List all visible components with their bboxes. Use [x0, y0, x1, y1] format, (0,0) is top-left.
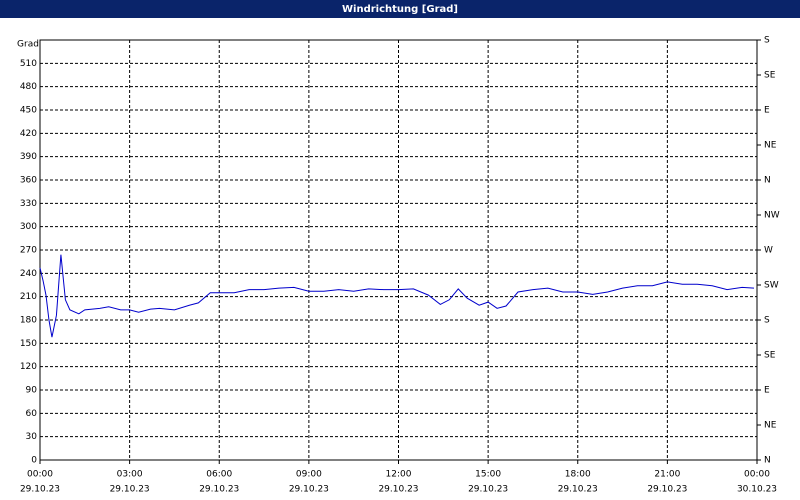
- y-tick-label: 240: [20, 269, 37, 279]
- x-tick-label: 21:00: [654, 470, 680, 480]
- x-tick-sublabel: 29.10.23: [20, 485, 60, 495]
- y2-tick-label: N: [764, 176, 771, 186]
- y-tick-label: 30: [26, 432, 38, 442]
- x-tick-sublabel: 29.10.23: [378, 485, 418, 495]
- y-tick-label: 150: [20, 339, 37, 349]
- x-tick-sublabel: 29.10.23: [110, 485, 150, 495]
- x-tick-label: 00:00: [27, 470, 53, 480]
- y-tick-label: 180: [20, 316, 37, 326]
- y2-tick-label: NE: [764, 141, 777, 151]
- x-tick-sublabel: 29.10.23: [468, 485, 508, 495]
- y-tick-label: 330: [20, 199, 37, 209]
- y2-tick-label: E: [764, 106, 770, 116]
- y2-tick-label: E: [764, 386, 770, 396]
- y2-tick-label: N: [764, 456, 771, 466]
- x-tick-label: 09:00: [296, 470, 322, 480]
- y-tick-label: 0: [31, 456, 37, 466]
- x-tick-sublabel: 29.10.23: [199, 485, 239, 495]
- y2-tick-label: W: [764, 246, 773, 256]
- x-tick-label: 06:00: [206, 470, 232, 480]
- y-axis-label: Grad: [17, 40, 39, 50]
- y-tick-label: 120: [20, 362, 37, 372]
- y2-tick-label: SW: [764, 281, 779, 291]
- x-tick-sublabel: 29.10.23: [647, 485, 687, 495]
- x-tick-label: 12:00: [386, 470, 412, 480]
- y2-tick-label: SE: [764, 71, 776, 81]
- y2-tick-label: NE: [764, 421, 777, 431]
- x-tick-sublabel: 30.10.23: [737, 485, 777, 495]
- y-tick-label: 210: [20, 292, 37, 302]
- y2-tick-label: SE: [764, 351, 776, 361]
- y-tick-label: 450: [20, 106, 37, 116]
- x-tick-label: 15:00: [475, 470, 501, 480]
- y-tick-label: 480: [20, 82, 37, 92]
- x-tick-label: 03:00: [117, 470, 143, 480]
- y-tick-label: 390: [20, 152, 37, 162]
- y-tick-label: 90: [26, 386, 38, 396]
- y2-tick-label: S: [764, 316, 770, 326]
- x-tick-sublabel: 29.10.23: [558, 485, 598, 495]
- data-line: [39, 254, 755, 338]
- y-tick-label: 270: [20, 246, 37, 256]
- y2-tick-label: NW: [764, 211, 780, 221]
- y-tick-label: 300: [20, 222, 37, 232]
- chart-title: Windrichtung [Grad]: [342, 4, 458, 15]
- plot-frame: [39, 39, 758, 461]
- title-bar: [0, 0, 800, 18]
- x-tick-label: 18:00: [565, 470, 591, 480]
- y-tick-label: 420: [20, 129, 37, 139]
- y2-tick-label: S: [764, 36, 770, 46]
- x-tick-sublabel: 29.10.23: [289, 485, 329, 495]
- y-tick-label: 360: [20, 176, 37, 186]
- x-tick-label: 00:00: [744, 470, 770, 480]
- y-tick-label: 510: [20, 59, 37, 69]
- y-tick-label: 60: [26, 409, 38, 419]
